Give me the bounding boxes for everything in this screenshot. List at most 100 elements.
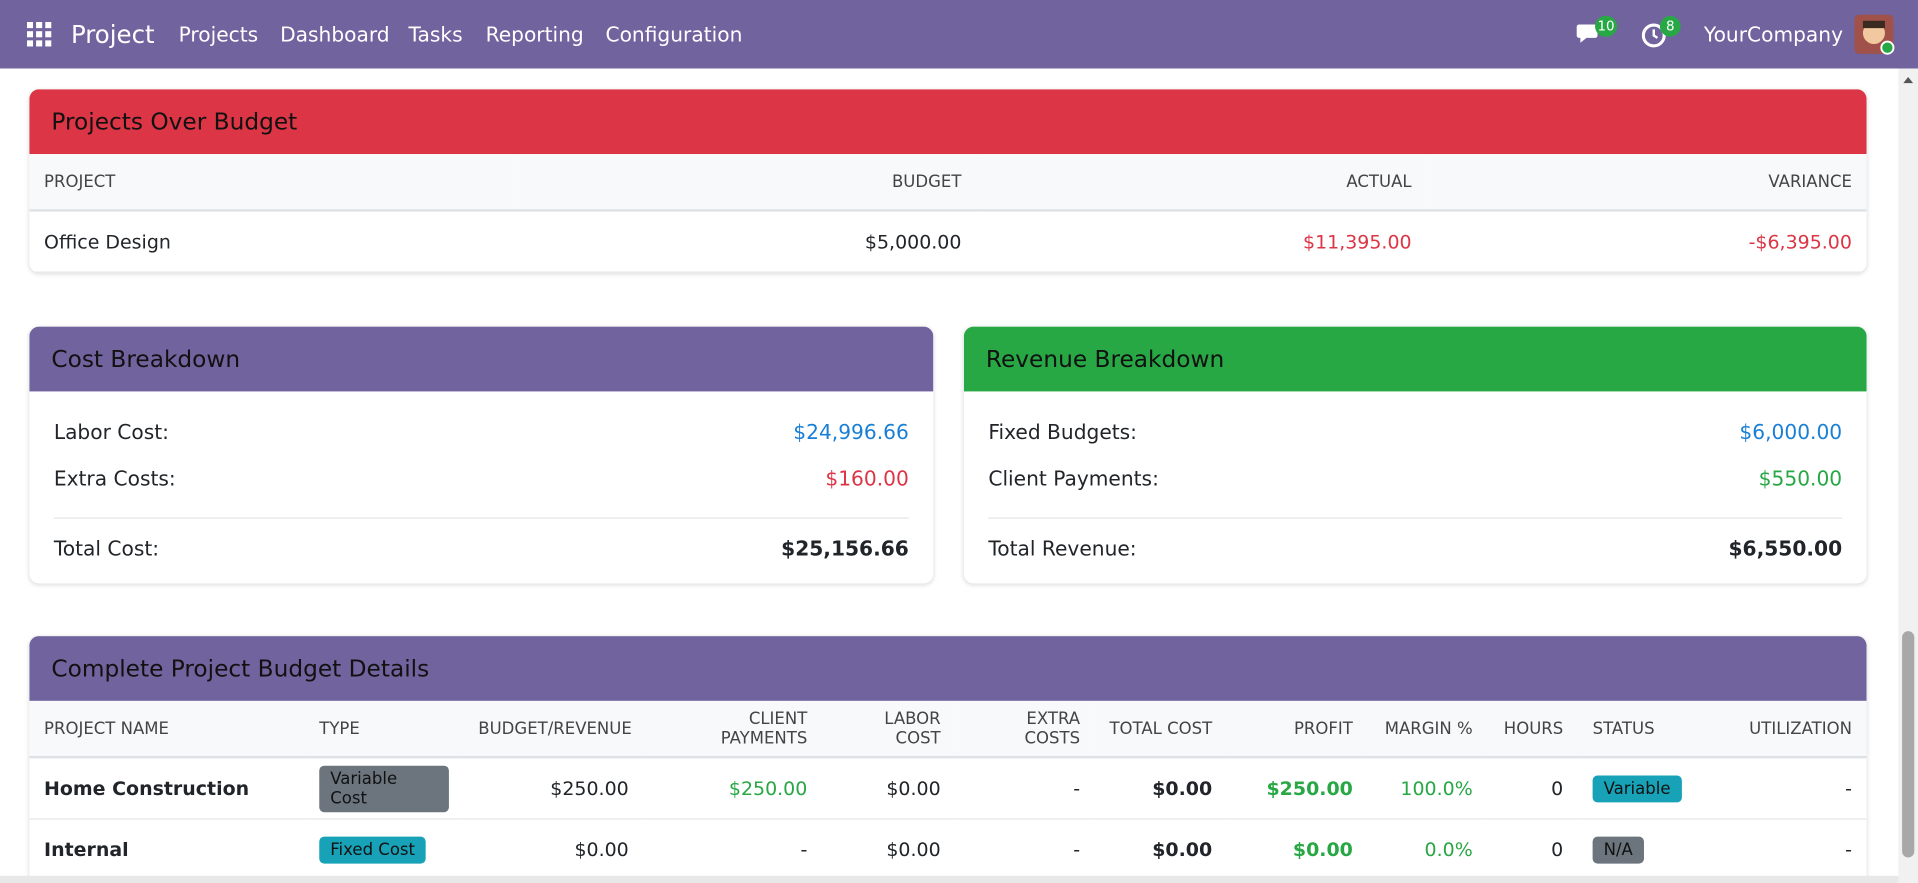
menu-item[interactable]: Projects bbox=[178, 23, 259, 47]
cell: $0.00 bbox=[821, 818, 956, 881]
activities-icon[interactable] bbox=[1640, 21, 1669, 50]
breakdown-row: Fixed Budgets: $6,000.00 bbox=[964, 410, 1867, 456]
card-title: Projects Over Budget bbox=[29, 89, 1867, 155]
menu-item[interactable]: Reporting bbox=[485, 23, 584, 47]
cell: $0.00 bbox=[1226, 818, 1368, 881]
navbar: Project Projects Dashboard Tasks Reporting C… bbox=[0, 0, 1918, 69]
value: $25,156.66 bbox=[781, 536, 909, 561]
label: Client Payments: bbox=[988, 467, 1159, 491]
label: Labor Cost: bbox=[53, 420, 169, 445]
cell: $0.00 bbox=[1094, 757, 1227, 820]
column-header: TYPE bbox=[304, 700, 464, 759]
value: $6,000.00 bbox=[1739, 420, 1843, 445]
details-table: PROJECT NAME TYPE BUDGET/REVENUE CLIENT PAY… bbox=[29, 700, 1867, 881]
cell: - bbox=[643, 818, 822, 881]
label: Total Cost: bbox=[53, 536, 160, 561]
type-badge: Variable Cost bbox=[319, 765, 449, 812]
cell: Variable bbox=[1577, 757, 1713, 820]
cell: Home Construction bbox=[29, 757, 305, 820]
card-title: Revenue Breakdown bbox=[963, 326, 1867, 392]
menu-item[interactable]: Dashboard bbox=[280, 23, 390, 47]
breakdown-row: Labor Cost: $24,996.66 bbox=[29, 410, 933, 456]
cell: - bbox=[955, 757, 1095, 820]
over-budget-table: PROJECT BUDGET ACTUAL VARIANCE Office Design… bbox=[29, 154, 1867, 273]
cell: 0 bbox=[1487, 757, 1578, 820]
cost-card: Cost Breakdown Labor Cost: $24,996.66 Extra… bbox=[29, 326, 934, 584]
column-header: PROJECT NAME bbox=[29, 700, 305, 759]
cell: 0.0% bbox=[1367, 818, 1488, 881]
table-row[interactable]: Office Design $5,000.00 $11,395.00 -$6,395.… bbox=[29, 210, 1867, 273]
cell: 100.0% bbox=[1367, 757, 1488, 820]
value: $550.00 bbox=[1758, 467, 1843, 491]
cell: - bbox=[1712, 818, 1867, 881]
column-header: EXTRA COSTS bbox=[955, 700, 1095, 759]
bottom-bar bbox=[0, 875, 1899, 883]
messages-badge: 10 bbox=[1595, 15, 1618, 37]
cell: $5,000.00 bbox=[518, 210, 977, 273]
cell: -$6,395.00 bbox=[1426, 210, 1867, 273]
menu-item[interactable]: Configuration bbox=[605, 23, 743, 47]
card-body: Labor Cost: $24,996.66 Extra Costs: $160.00… bbox=[29, 391, 933, 579]
column-header: VARIANCE bbox=[1426, 154, 1867, 212]
messages-icon[interactable] bbox=[1575, 21, 1604, 48]
table-row[interactable]: Home Construction Variable Cost $250.00 $25… bbox=[29, 757, 1867, 820]
type-badge: Fixed Cost bbox=[319, 836, 427, 863]
breakdown-row: Client Payments: $550.00 bbox=[964, 456, 1867, 502]
app-name[interactable]: Project bbox=[70, 19, 155, 49]
column-header: PROJECT bbox=[29, 154, 519, 212]
column-header: LABOR COST bbox=[821, 700, 956, 759]
label: Extra Costs: bbox=[53, 467, 176, 491]
cell: Fixed Cost bbox=[304, 818, 464, 881]
column-header: UTILIZATION bbox=[1712, 700, 1867, 759]
cell: Internal bbox=[29, 818, 305, 881]
breakdown-row: Extra Costs: $160.00 bbox=[29, 456, 933, 502]
card-title: Cost Breakdown bbox=[29, 326, 934, 392]
value: $6,550.00 bbox=[1728, 536, 1843, 561]
scrollbar[interactable] bbox=[1898, 68, 1918, 883]
company[interactable]: YourCompany bbox=[1703, 23, 1844, 47]
cell: $0.00 bbox=[1094, 818, 1227, 881]
avatar[interactable] bbox=[1854, 14, 1896, 57]
column-header: PROFIT bbox=[1226, 700, 1368, 759]
cell: $0.00 bbox=[821, 757, 956, 820]
cell: $250.00 bbox=[463, 757, 644, 820]
label: Fixed Budgets: bbox=[988, 420, 1137, 445]
cell: $250.00 bbox=[1226, 757, 1368, 820]
column-header: ACTUAL bbox=[976, 154, 1427, 212]
card-body: Fixed Budgets: $6,000.00 Client Payments: $… bbox=[964, 391, 1867, 579]
over-budget-card: Projects Over Budget PROJECT BUDGET ACTUAL… bbox=[29, 89, 1867, 273]
status-badge: Variable bbox=[1592, 774, 1682, 802]
value: $24,996.66 bbox=[793, 420, 909, 445]
total-row: Total Revenue: $6,550.00 bbox=[988, 517, 1843, 579]
column-header: BUDGET/REVENUE bbox=[463, 700, 644, 759]
column-header: BUDGET bbox=[518, 154, 977, 212]
column-header: TOTAL COST bbox=[1094, 700, 1227, 759]
table-row[interactable]: Internal Fixed Cost $0.00- $0.00- $0.00 $0.00… bbox=[29, 818, 1867, 881]
label: Total Revenue: bbox=[988, 536, 1137, 561]
cell: N/A bbox=[1577, 818, 1713, 881]
scroll-thumb[interactable] bbox=[1902, 631, 1915, 858]
cell: Variable Cost bbox=[304, 757, 464, 820]
total-row: Total Cost: $25,156.66 bbox=[53, 517, 909, 579]
activities-badge: 8 bbox=[1659, 15, 1681, 37]
cell: $250.00 bbox=[643, 757, 822, 820]
cell: Office Design bbox=[29, 210, 519, 273]
cell: - bbox=[1712, 757, 1867, 820]
column-header: MARGIN % bbox=[1367, 700, 1488, 759]
card-title: Complete Project Budget Details bbox=[29, 636, 1867, 701]
revenue-card: Revenue Breakdown Fixed Budgets: $6,000.00… bbox=[963, 326, 1867, 584]
details-card: Complete Project Budget Details PROJECT … bbox=[29, 636, 1867, 883]
menu-item[interactable]: Tasks bbox=[408, 23, 463, 47]
value: $160.00 bbox=[825, 467, 909, 491]
cell: $0.00 bbox=[463, 818, 644, 881]
apps-icon[interactable] bbox=[26, 22, 52, 47]
cell: - bbox=[955, 818, 1095, 881]
status-badge: N/A bbox=[1592, 836, 1644, 863]
scroll-up[interactable] bbox=[1898, 71, 1918, 88]
cell: 0 bbox=[1487, 818, 1578, 881]
cell: $11,395.00 bbox=[976, 210, 1427, 273]
column-header: CLIENT PAYMENTS bbox=[643, 700, 822, 759]
column-header: HOURS bbox=[1487, 700, 1578, 759]
